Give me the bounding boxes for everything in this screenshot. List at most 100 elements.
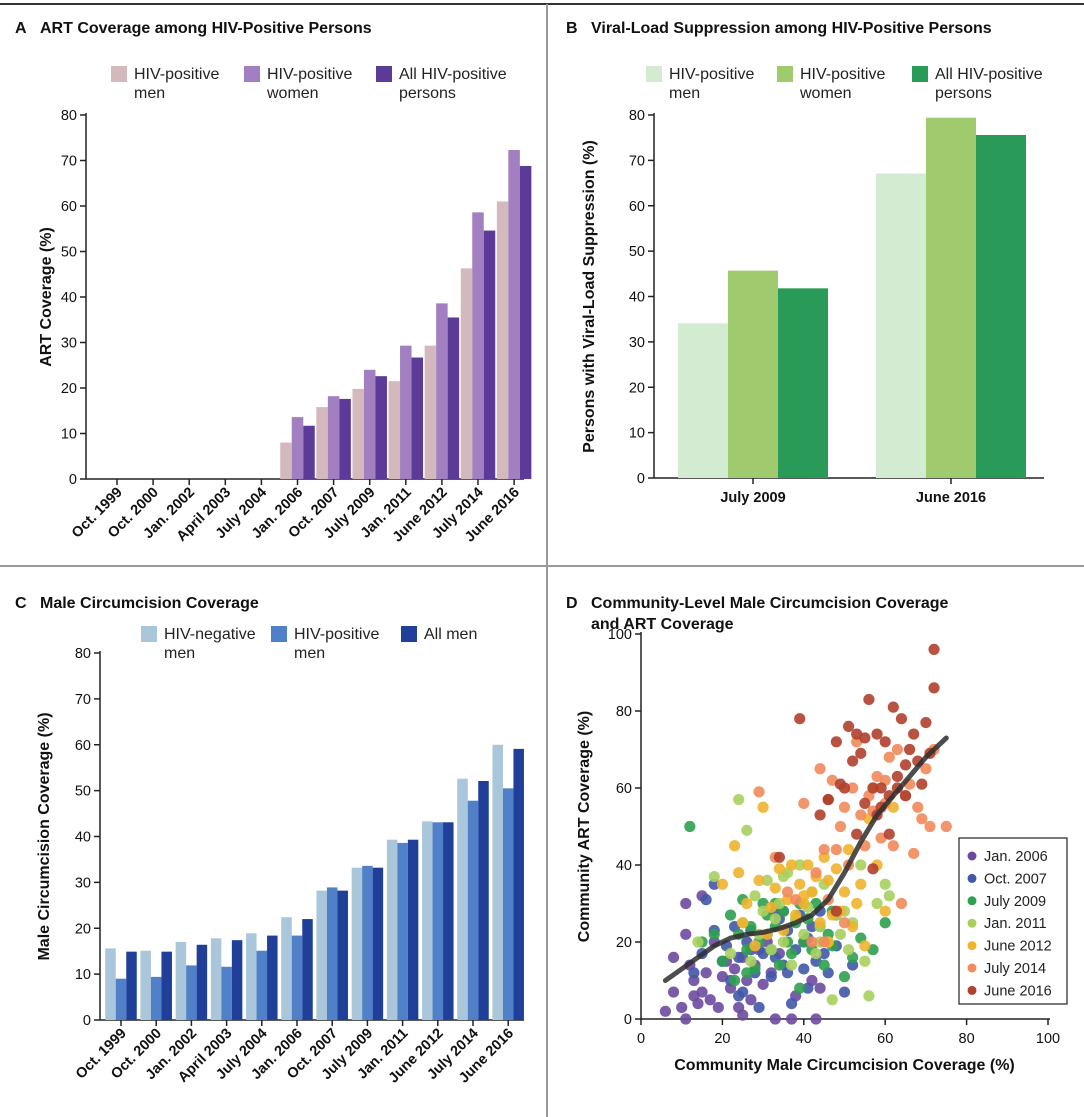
point-july-2009 [773, 959, 785, 971]
y-tick-label: 0 [624, 1012, 632, 1028]
bar-june-2016-s1 [492, 744, 503, 1020]
point-oct-2007 [708, 878, 720, 890]
point-june-2012 [716, 878, 729, 890]
x-tick-label: 60 [877, 1031, 893, 1047]
point-june-2012 [855, 878, 867, 890]
point-jan-2011 [842, 944, 855, 956]
point-july-2009 [798, 936, 810, 948]
bar-july-2014-s1 [457, 778, 468, 1020]
legend-label-1: men [134, 85, 165, 102]
point-june-2012 [753, 874, 765, 887]
point-july-2009 [838, 971, 851, 983]
point-jan-2011 [798, 928, 810, 940]
bar-jan-2006-s2 [291, 935, 303, 1020]
point-june-2016 [867, 782, 879, 794]
y-tick-label: 0 [69, 472, 77, 488]
bar-jan-2011-s3 [411, 357, 424, 479]
point-oct-2007 [798, 963, 810, 975]
bar-april-2003-s1 [210, 938, 222, 1020]
point-july-2014 [847, 782, 859, 794]
point-july-2009 [741, 967, 753, 979]
point-june-2012 [794, 878, 806, 890]
legend-label-1: HIV-positive [669, 66, 754, 83]
legend-swatch-1 [646, 66, 662, 82]
y-tick-label: 40 [616, 858, 632, 874]
point-july-2014 [924, 820, 936, 833]
x-tick-label: 80 [959, 1031, 975, 1047]
point-july-2009 [879, 917, 891, 929]
point-july-2014 [818, 844, 830, 856]
bar-july-2004-s2 [256, 950, 268, 1020]
point-june-2012 [733, 867, 745, 879]
legend-swatch-3 [401, 626, 417, 642]
point-jan-2011 [692, 936, 704, 948]
bar-july-2014-s1 [460, 268, 473, 479]
point-july-2014 [830, 844, 842, 856]
point-jan-2006 [659, 1005, 672, 1017]
y-tick-label: 50 [61, 245, 77, 261]
point-jan-2006 [769, 1013, 781, 1025]
panel-letter: A [15, 20, 27, 37]
point-july-2014 [908, 847, 920, 860]
point-jan-2006 [696, 986, 708, 998]
point-july-2014 [895, 897, 908, 910]
legend-swatch-3 [376, 66, 392, 82]
panel-title: ART Coverage among HIV-Positive Persons [40, 20, 372, 37]
point-june-2012 [814, 917, 826, 929]
point-june-2012 [859, 940, 871, 952]
point-july-2009 [716, 955, 729, 967]
y-tick-label: 10 [61, 427, 77, 443]
bar-jan-2002-s3 [196, 944, 208, 1020]
point-jan-2011 [826, 994, 838, 1006]
legend-label-jan-2011: Jan. 2011 [984, 916, 1047, 932]
y-tick-label: 0 [637, 471, 645, 487]
y-tick-label: 80 [61, 108, 77, 124]
point-jan-2006 [667, 951, 680, 964]
legend-label-2: men [294, 645, 325, 662]
legend-marker-oct-2007 [967, 873, 977, 883]
point-jan-2011 [765, 944, 777, 956]
point-july-2009 [794, 982, 806, 994]
legend-marker-june-2016 [967, 985, 977, 995]
point-june-2016 [851, 828, 863, 840]
x-tick-label: June 2016 [916, 490, 986, 506]
panel-d-community-scatter: D Community-Level Male Circumcision Cover… [566, 595, 1068, 1074]
point-jan-2006 [676, 1001, 688, 1014]
bar-june-2012-s2 [436, 303, 448, 479]
bar-jan-2006-s1 [280, 442, 292, 479]
point-june-2012 [749, 940, 761, 952]
y-axis-title: ART Coverage (%) [38, 227, 55, 367]
legend-label-1: men [669, 85, 700, 102]
point-june-2016 [908, 728, 920, 740]
point-june-2016 [916, 778, 928, 790]
point-jan-2006 [667, 986, 680, 998]
point-july-2014 [891, 743, 904, 756]
y-tick-label: 50 [629, 244, 645, 260]
bar-june-2016-s2 [502, 788, 514, 1020]
legend-label-2: women [799, 85, 852, 102]
bar-july-2004-s3 [267, 935, 278, 1020]
bar-june-2016-s1 [496, 201, 509, 479]
point-july-2014 [855, 809, 867, 821]
bar-oct-1999-s2 [115, 978, 127, 1020]
bar-july-2009-s1 [352, 388, 364, 479]
legend-marker-jan-2011 [967, 918, 977, 928]
bar-oct-2007-s1 [316, 407, 328, 479]
bar-june-2016-s3 [519, 165, 532, 479]
point-jan-2011 [733, 793, 745, 806]
point-jan-2011 [761, 874, 773, 887]
legend-label-2: HIV-positive [294, 626, 379, 643]
bar-july-2009-s3 [778, 288, 828, 478]
bar-oct-2007-s2 [326, 887, 338, 1020]
legend-label-jan-2006: Jan. 2006 [984, 849, 1048, 865]
legend-swatch-2 [271, 626, 287, 642]
point-oct-2007 [753, 1001, 765, 1014]
point-june-2016 [794, 713, 806, 725]
legend-label-june-2012: June 2012 [984, 939, 1052, 955]
point-jan-2011 [863, 990, 875, 1002]
y-tick-label: 60 [629, 199, 645, 215]
y-tick-label: 30 [61, 336, 77, 352]
bar-june-2016-s2 [926, 117, 976, 478]
panel-b-viral-load-suppression: B Viral-Load Suppression among HIV-Positi… [566, 20, 1044, 506]
